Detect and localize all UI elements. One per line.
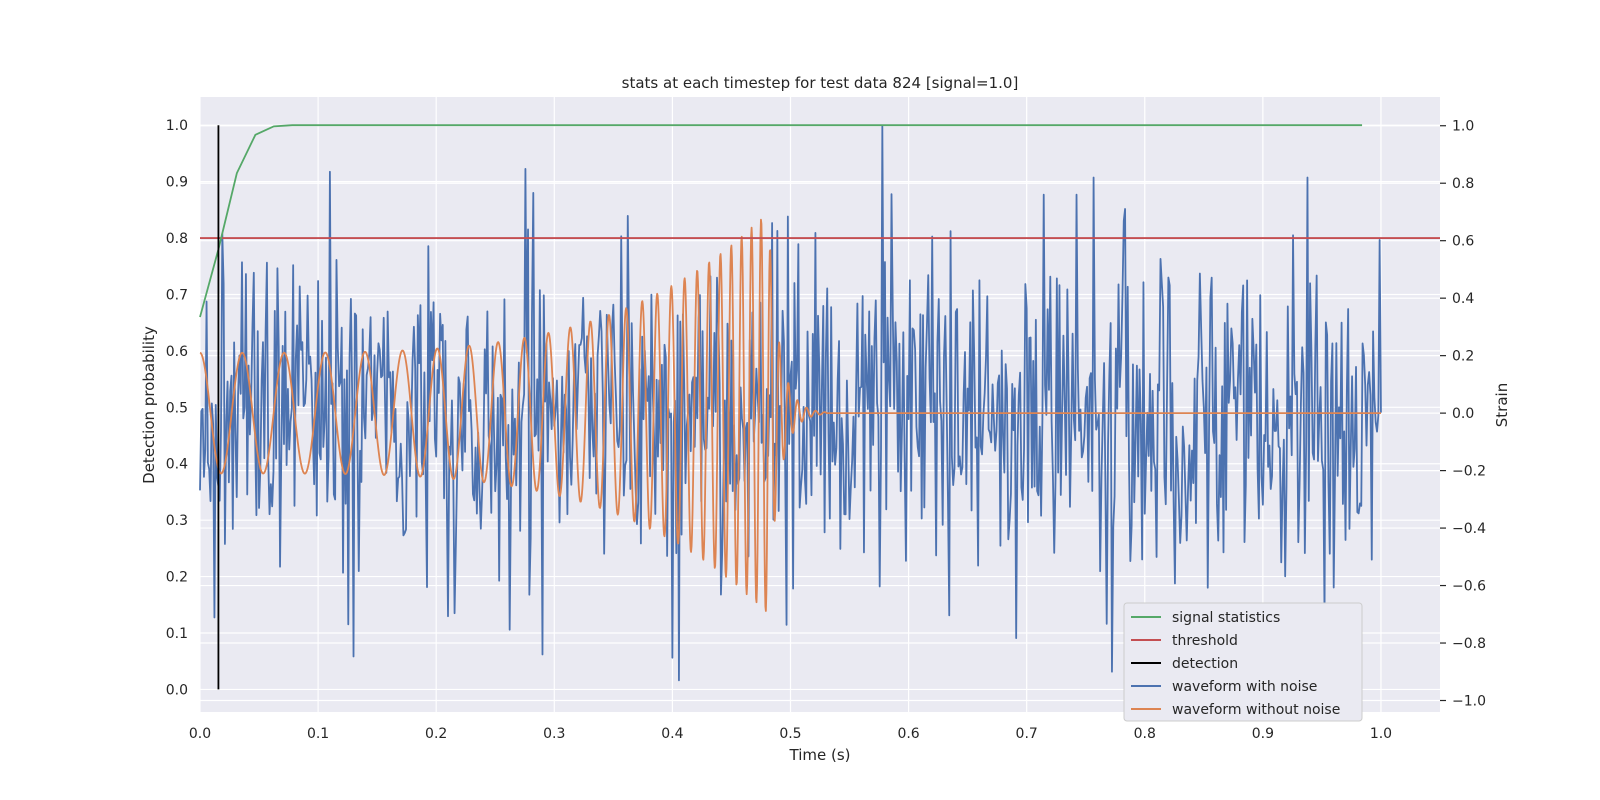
y-tick-label: 0.2 <box>166 570 188 586</box>
legend-label-waveform-with-noise: waveform with noise <box>1172 679 1317 695</box>
x-tick-label: 0.7 <box>1016 726 1038 742</box>
y2-tick-label: 0.0 <box>1452 406 1474 422</box>
y-tick-label: 0.6 <box>166 344 188 360</box>
y-tick-label: 0.7 <box>166 287 188 303</box>
x-tick-label: 0.5 <box>779 726 801 742</box>
x-tick-label: 0.2 <box>425 726 447 742</box>
series-waveform-without-noise <box>199 218 1382 612</box>
y-tick-label: 0.3 <box>166 513 188 529</box>
x-tick-label: 0.4 <box>661 726 683 742</box>
x-tick-label: 1.0 <box>1370 726 1392 742</box>
x-tick-label: 0.1 <box>307 726 329 742</box>
y2-tick-label: 1.0 <box>1452 119 1474 135</box>
y-tick-label: 0.1 <box>166 626 188 642</box>
x-axis-label: Time (s) <box>789 746 851 764</box>
legend-label-threshold: threshold <box>1172 633 1238 649</box>
x-tick-label: 0.8 <box>1134 726 1156 742</box>
legend: signal statistics threshold detection wa… <box>1123 602 1363 722</box>
y2-tick-label: −0.8 <box>1452 636 1486 652</box>
y2-tick-label: −0.6 <box>1452 579 1486 595</box>
x-tick-label: 0.6 <box>897 726 919 742</box>
y2-tick-label: 0.4 <box>1452 291 1474 307</box>
series-waveform-with-noise <box>199 124 1382 682</box>
y-tick-label: 0.9 <box>166 175 188 191</box>
chart-title: stats at each timestep for test data 824… <box>622 74 1019 92</box>
y2-tick-label: −0.2 <box>1452 464 1486 480</box>
y-tick-label: 0.5 <box>166 400 188 416</box>
y-tick-label: 0.0 <box>166 682 188 698</box>
y-tick-label: 0.8 <box>166 231 188 247</box>
y2-tick-label: −1.0 <box>1452 694 1486 710</box>
x-tick-label: 0.3 <box>543 726 565 742</box>
y2-tick-label: −0.4 <box>1452 521 1486 537</box>
legend-label-detection: detection <box>1172 656 1238 672</box>
y2-tick-label: 0.6 <box>1452 234 1474 250</box>
series-layer <box>199 124 1440 690</box>
legend-label-signal-statistics: signal statistics <box>1172 610 1280 626</box>
legend-label-waveform-without-noise: waveform without noise <box>1172 702 1340 718</box>
x-tick-label: 0.9 <box>1252 726 1274 742</box>
ticks-layer: 0.0 0.1 0.2 0.3 0.4 0.5 0.6 0.7 0.8 0.9 1.0 0.0 0.1 0… <box>166 118 1486 742</box>
y-tick-label: 0.4 <box>166 457 188 473</box>
y2-tick-label: 0.8 <box>1452 176 1474 192</box>
y2-tick-label: 0.2 <box>1452 349 1474 365</box>
y-tick-label: 1.0 <box>166 118 188 134</box>
x-tick-label: 0.0 <box>189 726 211 742</box>
legend-box <box>1123 602 1363 722</box>
y-axis-label: Detection probability <box>140 326 158 484</box>
series-signal-statistics <box>199 124 1363 318</box>
y2-axis-label: Strain <box>1493 383 1511 427</box>
